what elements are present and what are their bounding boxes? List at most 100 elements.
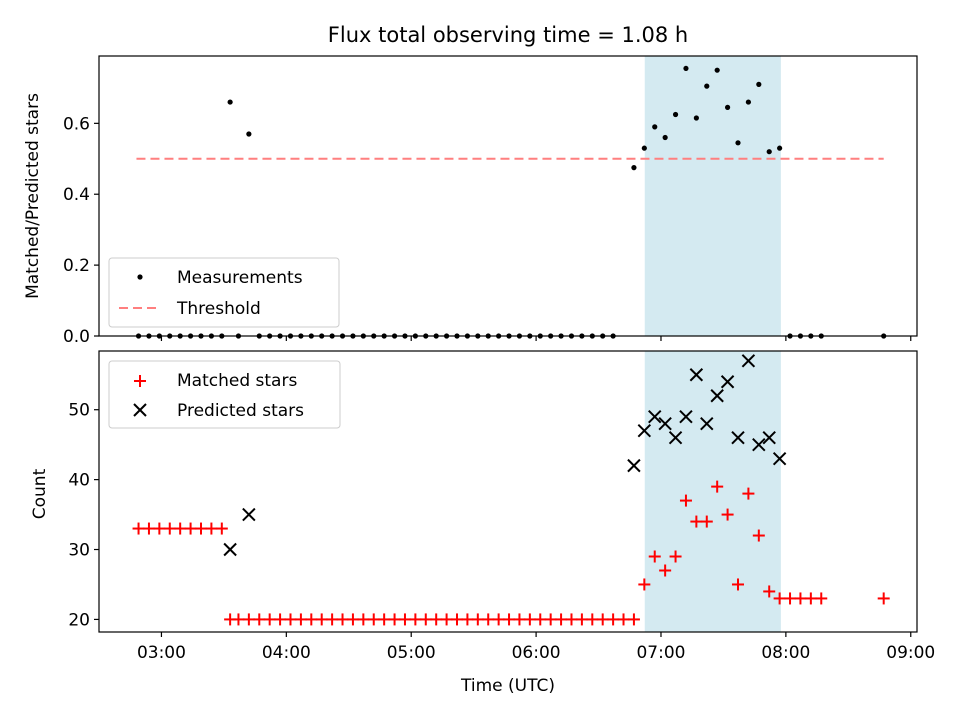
matched-star-point <box>575 613 588 626</box>
matched-star-point <box>132 522 145 535</box>
matched-star-point <box>773 592 786 605</box>
matched-star-point <box>305 613 318 626</box>
matched-star-point <box>163 522 176 535</box>
matched-star-point <box>638 578 651 591</box>
matched-star-point <box>482 613 495 626</box>
measurement-point <box>693 115 699 121</box>
matched-star-point <box>492 613 505 626</box>
top-panel: 0.0 0.2 0.4 0.6 Matched/Predicted stars Mea… <box>23 55 918 347</box>
top-legend: Measurements Threshold <box>108 257 340 328</box>
bottom-highlight-span <box>644 351 781 632</box>
matched-star-point <box>398 613 411 626</box>
matched-star-point <box>503 613 516 626</box>
predicted-star-point <box>637 423 652 438</box>
chart-title: Flux total observing time = 1.08 h <box>328 23 688 47</box>
matched-star-point <box>263 613 276 626</box>
matched-star-point <box>315 613 328 626</box>
predicted-star-point <box>689 368 704 382</box>
matched-star-point <box>388 613 401 626</box>
matched-star-point <box>430 613 443 626</box>
bottom-legend-box <box>108 360 341 429</box>
x-tick-label: 08:00 <box>761 643 810 663</box>
matched-star-point <box>232 613 245 626</box>
predicted-star-point <box>710 389 724 403</box>
bottom-y-tick-label: 40 <box>68 471 90 491</box>
matched-star-point <box>205 522 218 535</box>
x-tick-label: 07:00 <box>636 643 685 663</box>
measurement-point <box>735 140 741 146</box>
matched-star-point <box>471 613 484 626</box>
matched-star-point <box>378 613 391 626</box>
matched-star-point <box>174 522 187 535</box>
matched-star-point <box>544 613 557 626</box>
predicted-star-point <box>772 451 787 466</box>
matched-star-point <box>648 550 661 563</box>
matched-star-point <box>336 613 349 626</box>
measurement-point <box>246 131 252 137</box>
x-tick-label: 04:00 <box>262 643 311 663</box>
predicted-star-point <box>658 416 672 431</box>
top-legend-box <box>108 257 340 328</box>
matched-star-point <box>409 613 422 626</box>
measurement-point <box>745 99 752 105</box>
matched-star-point <box>142 522 155 535</box>
matched-star-point <box>419 613 432 626</box>
matched-star-point <box>184 522 197 535</box>
bottom-legend: Matched stars Predicted stars <box>108 360 341 429</box>
x-tick-label: 05:00 <box>387 643 436 663</box>
x-tick-label: 06:00 <box>512 643 561 663</box>
measurement-point <box>714 67 720 73</box>
matched-star-point <box>565 613 578 626</box>
matched-star-point <box>659 564 672 577</box>
matched-star-point <box>784 592 797 605</box>
legend-measurements-marker <box>137 274 143 280</box>
matched-star-point <box>617 613 630 626</box>
measurement-point <box>227 99 233 105</box>
measurement-point <box>631 165 637 171</box>
matched-star-point <box>669 550 682 563</box>
x-tick-label: 09:00 <box>886 643 935 663</box>
matched-star-point <box>555 613 568 626</box>
matched-star-point <box>731 578 744 591</box>
matched-star-point <box>534 613 547 626</box>
matched-star-point <box>679 494 692 507</box>
top-y-axis-label: Matched/Predicted stars <box>23 93 43 299</box>
matched-star-point <box>763 585 776 598</box>
matched-star-point <box>586 613 599 626</box>
matched-star-point <box>367 613 380 626</box>
matched-star-point <box>274 613 287 626</box>
top-y-tick-label: 0.0 <box>63 327 90 347</box>
matched-star-point <box>596 613 609 626</box>
predicted-star-point <box>242 507 256 522</box>
matched-star-point <box>215 522 228 535</box>
bottom-panel: 03:00 04:00 05:00 06:00 07:00 08:00 09:00 20 30 4… <box>30 350 935 696</box>
matched-star-point <box>794 592 807 605</box>
matched-star-point <box>742 487 755 500</box>
measurement-point <box>756 81 762 87</box>
matched-star-point <box>523 613 536 626</box>
matched-star-point <box>194 522 207 535</box>
matched-star-point <box>513 613 526 626</box>
measurement-point <box>641 145 647 151</box>
predicted-star-point <box>700 416 714 431</box>
matched-star-point <box>815 592 828 605</box>
legend-threshold-label: Threshold <box>176 299 261 319</box>
matched-star-point <box>721 508 734 521</box>
measurement-point <box>766 149 772 155</box>
measurement-point <box>652 124 658 130</box>
bottom-plot-frame <box>98 350 918 633</box>
matched-star-point <box>711 480 724 493</box>
x-axis-label: Time (UTC) <box>460 676 555 696</box>
matched-star-point <box>804 592 817 605</box>
matched-star-point <box>461 613 474 626</box>
matched-star-point <box>451 613 464 626</box>
matched-star-point <box>253 613 266 626</box>
matched-star-point <box>690 515 703 528</box>
measurement-point <box>704 83 710 89</box>
predicted-star-point <box>752 437 766 452</box>
top-highlight-span <box>644 56 781 336</box>
predicted-star-point <box>679 409 693 424</box>
matched-star-point <box>357 613 370 626</box>
matched-star-point <box>294 613 307 626</box>
